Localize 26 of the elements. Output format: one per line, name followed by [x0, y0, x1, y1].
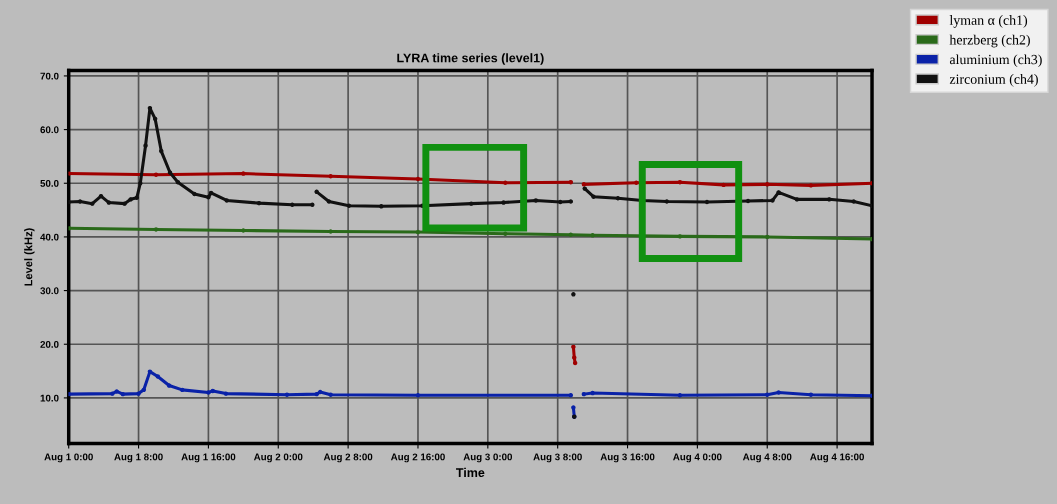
legend-label: lyman α (ch1) [949, 15, 1028, 28]
chart-title: LYRA time series (level1) [397, 53, 544, 65]
legend-label: aluminium (ch3) [949, 54, 1042, 68]
y-tick-label: 70.0 [40, 72, 59, 80]
y-tick-label: 40.0 [40, 233, 59, 241]
x-tick-label: Aug 2 16:00 [390, 453, 445, 463]
y-tick-label: 10.0 [40, 394, 59, 402]
x-tick-label: Aug 4 8:00 [742, 453, 792, 463]
x-tick-label: Aug 2 0:00 [253, 453, 303, 463]
x-tick-label: Aug 4 0:00 [673, 453, 722, 463]
legend-label: zirconium (ch4) [949, 74, 1038, 87]
x-tick-label: Aug 3 0:00 [463, 453, 513, 463]
x-tick-label: Aug 3 16:00 [600, 453, 655, 463]
x-tick-label: Aug 1 16:00 [181, 453, 236, 463]
y-tick-label: 60.0 [40, 126, 59, 134]
legend-label: herzberg (ch2) [949, 34, 1030, 48]
y-tick-label: 50.0 [40, 179, 59, 187]
y-axis-title: Level (kHz) [24, 228, 35, 286]
x-tick-label: Aug 3 8:00 [533, 453, 582, 463]
y-tick-label: 20.0 [40, 340, 59, 348]
x-tick-label: Aug 1 0:00 [44, 453, 93, 463]
x-axis-title: Time [456, 467, 485, 478]
x-tick-label: Aug 2 8:00 [323, 453, 373, 463]
x-tick-label: Aug 4 16:00 [810, 453, 864, 463]
x-tick-label: Aug 1 8:00 [114, 453, 163, 463]
y-tick-label: 30.0 [40, 287, 59, 295]
